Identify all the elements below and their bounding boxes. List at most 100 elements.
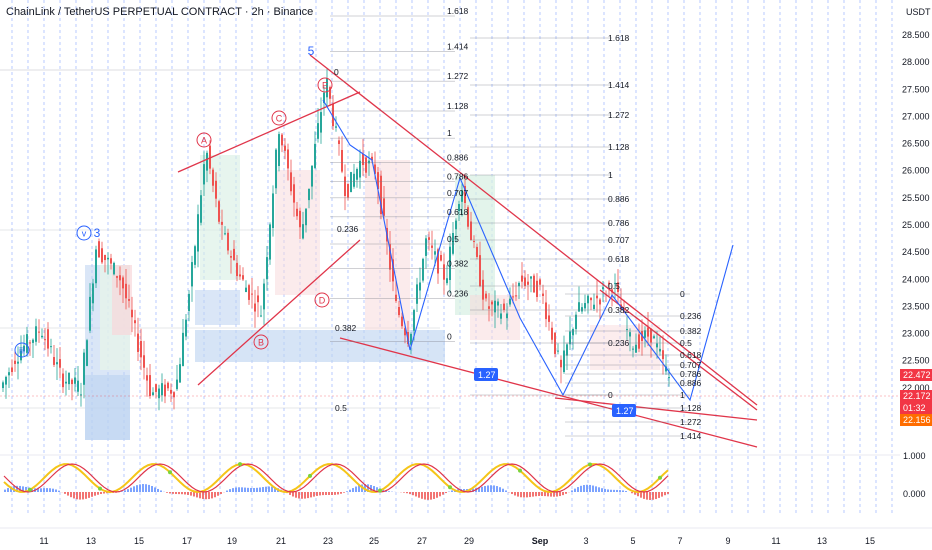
oscillator-tick: 1.000 — [903, 451, 926, 461]
oscillator-bar — [43, 488, 45, 492]
candle — [203, 164, 205, 185]
oscillator-bar — [571, 490, 573, 492]
oscillator-bar — [340, 492, 342, 494]
fib-label: 0.618 — [447, 207, 469, 217]
oscillator-bar — [388, 491, 390, 492]
oscillator-bar — [169, 492, 171, 494]
oscillator-dot — [98, 486, 102, 491]
candle — [275, 149, 277, 189]
oscillator-bar — [427, 492, 429, 500]
oscillator-bar — [250, 488, 252, 492]
candle — [554, 332, 556, 354]
fib-label: 1 — [447, 128, 452, 138]
oscillator-bar — [130, 487, 132, 492]
candle — [89, 296, 91, 331]
oscillator-bar — [346, 491, 348, 492]
candle — [332, 103, 334, 127]
candle — [539, 279, 541, 285]
currency-label: USDT — [906, 7, 931, 17]
x-tick-label: 13 — [817, 536, 827, 546]
oscillator-bar — [205, 492, 207, 500]
oscillator-bar — [46, 488, 48, 492]
oscillator-bar — [319, 492, 321, 496]
oscillator-bar — [565, 492, 567, 494]
candle — [419, 282, 421, 291]
candle — [551, 327, 553, 340]
oscillator-bar — [607, 489, 609, 492]
fib-label: 0 — [447, 332, 452, 342]
oscillator-bar — [616, 489, 618, 492]
candle — [632, 348, 634, 350]
oscillator-bar — [478, 487, 480, 492]
oscillator-bar — [646, 492, 648, 500]
candle — [260, 315, 262, 317]
oscillator-bar — [463, 489, 465, 492]
candle — [422, 258, 424, 281]
x-tick-label: 17 — [182, 536, 192, 546]
y-tick-label: 24.500 — [902, 247, 930, 257]
fib-label: 1.128 — [608, 142, 630, 152]
oscillator-bar — [334, 492, 336, 495]
candle — [371, 156, 373, 161]
candle — [392, 259, 394, 282]
oscillator-bar — [232, 488, 234, 492]
candle — [584, 303, 586, 309]
oscillator-bar — [604, 488, 606, 492]
oscillator-bar — [238, 487, 240, 492]
candle — [359, 160, 361, 178]
oscillator-bar — [337, 492, 339, 495]
oscillator-bar — [358, 485, 360, 492]
oscillator-bar — [88, 492, 90, 498]
candle — [254, 303, 256, 312]
wave-label-circle — [76, 225, 92, 241]
candle — [149, 375, 151, 397]
oscillator-bar — [136, 485, 138, 492]
candle — [128, 299, 130, 301]
oscillator-bar — [10, 486, 12, 492]
candle — [566, 344, 568, 356]
oscillator-dot — [448, 485, 452, 490]
oscillator-bar — [490, 485, 492, 492]
shaded-zone — [275, 170, 320, 295]
fib-label: 1.128 — [680, 403, 702, 413]
candle — [38, 331, 40, 333]
oscillator-bar — [352, 488, 354, 492]
y-tick-label: 24.000 — [902, 274, 930, 284]
candle — [380, 175, 382, 215]
candle — [533, 275, 535, 293]
wave-label: v — [82, 229, 87, 239]
candle — [455, 220, 457, 230]
oscillator-bar — [313, 492, 315, 497]
candle — [185, 319, 187, 337]
oscillator-bar — [217, 492, 219, 496]
price-badge — [900, 390, 932, 402]
oscillator-bar — [58, 490, 60, 492]
price-badge-label: 22.172 — [903, 391, 931, 401]
oscillator-bar — [307, 492, 309, 499]
oscillator-bar — [601, 488, 603, 492]
oscillator-bar — [547, 492, 549, 497]
oscillator-bar — [265, 486, 267, 492]
oscillator-bar — [535, 492, 537, 497]
candle — [233, 248, 235, 261]
candle — [278, 134, 280, 166]
fib-label: 0.886 — [680, 378, 702, 388]
candle — [182, 332, 184, 366]
fib-label: 0.382 — [447, 258, 469, 268]
candle — [563, 350, 565, 372]
price-badge — [900, 369, 932, 381]
candle — [500, 313, 502, 319]
candle — [209, 145, 211, 169]
fib-label: 0.236 — [680, 311, 702, 321]
oscillator-bar — [145, 484, 147, 492]
candle — [518, 282, 520, 287]
price-badge-label: 22.156 — [903, 415, 931, 425]
x-tick-label: 15 — [134, 536, 144, 546]
candle — [347, 183, 349, 198]
chart-title: ChainLink / TetherUS PERPETUAL CONTRACT … — [6, 6, 314, 18]
oscillator-bar — [577, 487, 579, 492]
candle — [494, 300, 496, 313]
candle — [416, 284, 418, 304]
fib-label: 1.414 — [680, 431, 702, 441]
